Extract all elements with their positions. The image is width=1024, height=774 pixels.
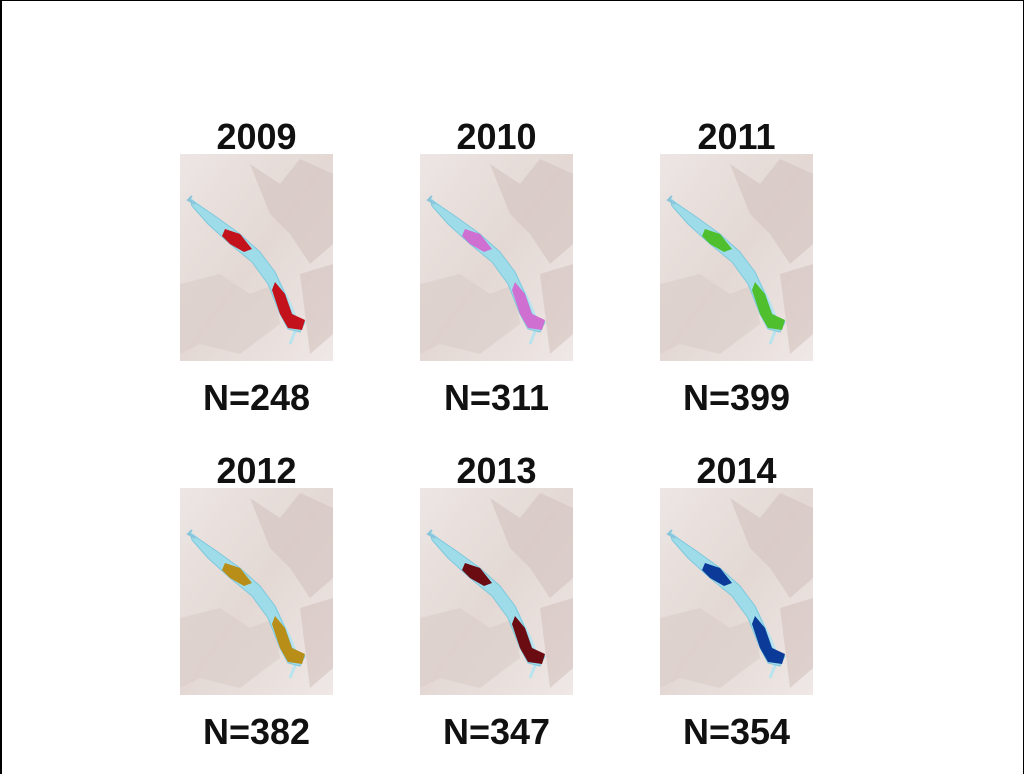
map-panel: 2009 N=248 [180,116,333,418]
map-panel: 2012 N=382 [180,450,333,752]
map [180,154,333,361]
basemap [420,154,573,361]
basemap [660,488,813,695]
basemap [180,154,333,361]
basemap [420,488,573,695]
panel-count: N=248 [203,377,310,418]
panel-year: 2009 [216,116,296,157]
map [180,488,333,695]
map-panel: 2010 N=311 [420,116,573,418]
panel-year: 2012 [216,450,296,491]
figure-frame: 2009 N=248 2010 N=311 2011 N=399 2012 N=382 2013… [0,0,1024,774]
panel-year: 2011 [697,116,775,157]
panel-count: N=382 [203,711,310,752]
basemap [660,154,813,361]
map-figure: 2009 N=248 2010 N=311 2011 N=399 2012 N=382 2013… [2,1,1024,774]
map [660,154,813,361]
map [420,154,573,361]
panel-year: 2010 [456,116,536,157]
map-panel: 2013 N=347 [420,450,573,752]
panel-year: 2014 [696,450,776,491]
panel-count: N=347 [443,711,550,752]
map [420,488,573,695]
panel-count: N=354 [683,711,790,752]
map-panel: 2014 N=354 [660,450,813,752]
panel-count: N=399 [683,377,790,418]
map [660,488,813,695]
basemap [180,488,333,695]
map-panel: 2011 N=399 [660,116,813,418]
panel-year: 2013 [456,450,536,491]
panel-count: N=311 [444,377,549,418]
